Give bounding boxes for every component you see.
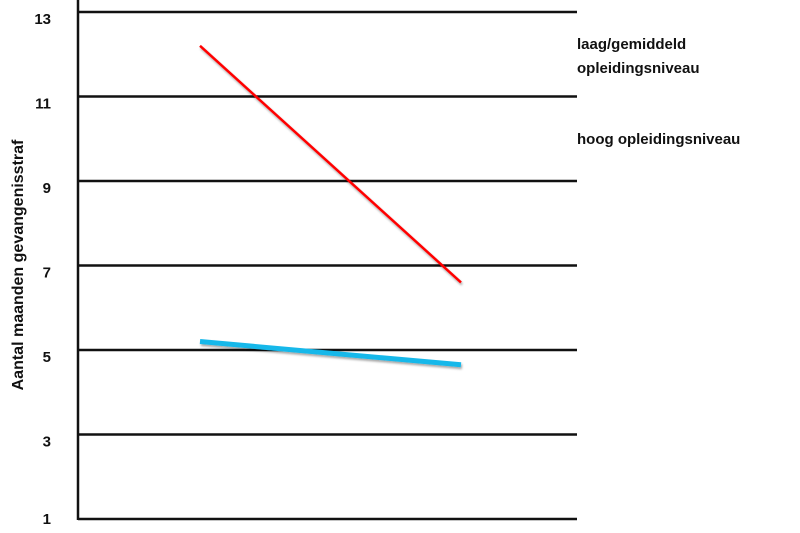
legend-label: hoog opleidingsniveau [577,131,740,148]
y-tick-label: 3 [43,434,51,451]
legend-item: hoog opleidingsniveau [529,131,740,148]
y-tick-label: 7 [43,265,51,282]
y-tick-label: 5 [43,349,51,366]
y-tick-label: 11 [35,96,51,113]
y-tick-label: 1 [43,511,51,528]
legend-item: laag/gemiddeld opleidingsniveau [529,36,700,77]
series-lines [199,44,462,368]
series-line-1 [199,339,462,368]
legend: laag/gemiddeld opleidingsniveau hoog oplei… [529,36,740,148]
y-axis-label: Aantal maanden gevangenisstraf [10,139,27,390]
legend-label: laag/gemiddeld [577,36,686,53]
y-tick-label: 13 [34,11,51,28]
legend-label: opleidingsniveau [577,60,700,77]
gridlines [78,10,577,521]
y-tick-label: 9 [43,180,51,197]
series-line-0 [199,44,462,284]
